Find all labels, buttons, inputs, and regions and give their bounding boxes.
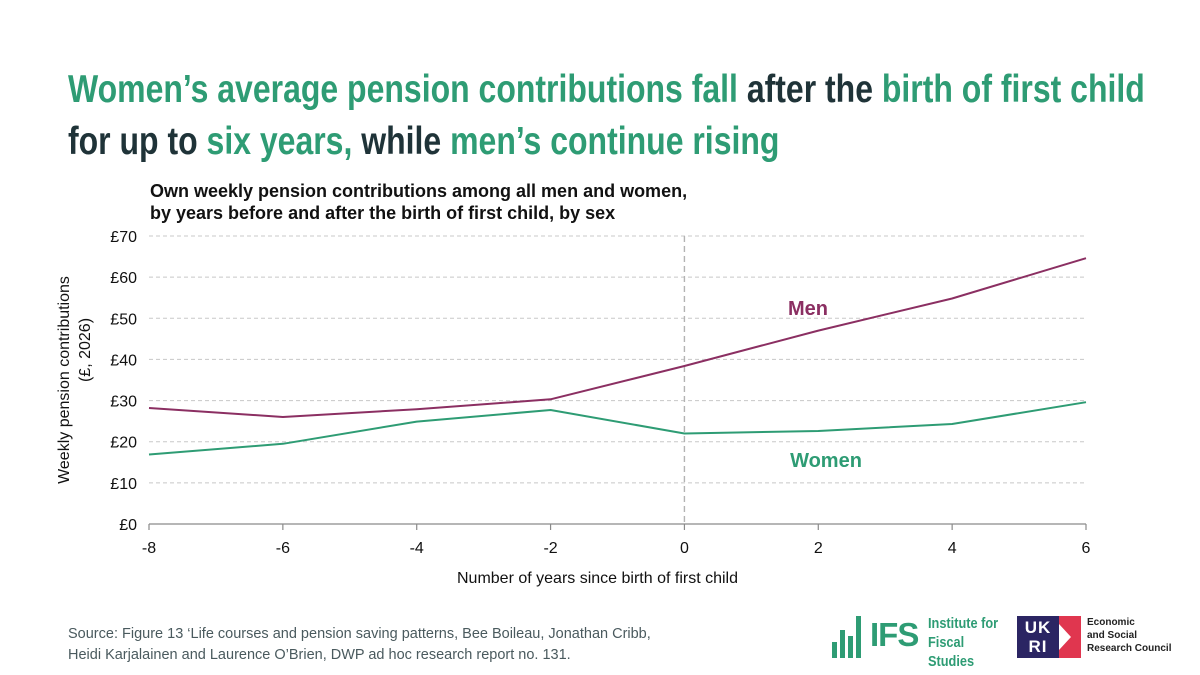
headline-segment: birth of first child (881, 68, 1145, 111)
headline: Women’s average pension contributions fa… (68, 64, 1145, 168)
headline-segment: for up to (68, 120, 207, 163)
subtitle-line-2: by years before and after the birth of f… (150, 203, 616, 223)
x-tick-label: -6 (276, 540, 290, 557)
x-tick-label: 2 (814, 540, 823, 557)
series-label-men: Men (788, 298, 828, 320)
y-tick-label: £0 (119, 517, 137, 534)
series-line-men (148, 257, 1087, 418)
series-label-women: Women (790, 450, 862, 472)
y-axis-label-line-2: (£, 2026) (77, 318, 94, 382)
ifs-name-line-2: Fiscal Studies (928, 634, 975, 670)
ukri-chevron-icon (1059, 616, 1081, 658)
chart-subtitle: Own weekly pension contributions among a… (150, 180, 687, 224)
x-tick-label: 6 (1082, 540, 1091, 557)
x-axis-label: Number of years since birth of first chi… (457, 570, 738, 587)
x-tick-label: 4 (948, 540, 957, 557)
ifs-bars-icon (832, 606, 870, 658)
x-tick-label: -8 (142, 540, 156, 557)
subtitle-line-1: Own weekly pension contributions among a… (150, 181, 688, 201)
source-line-1: Source: Figure 13 ‘Life courses and pens… (68, 626, 651, 642)
ifs-name: Institute for Fiscal Studies (928, 614, 1005, 671)
y-tick-label: £30 (110, 394, 137, 411)
headline-segment: men’s continue rising (450, 120, 780, 163)
headline-segment: six years, (206, 120, 362, 163)
ifs-letters: IFS (870, 616, 919, 653)
headline-line-2: for up to six years, while men’s continu… (68, 116, 970, 168)
y-tick-label: £70 (110, 229, 137, 246)
y-tick-label: £20 (110, 435, 137, 452)
series-line-women (148, 401, 1087, 456)
ukri-box-line-1: UK (1024, 618, 1052, 637)
y-axis-label-line-1: Weekly pension contributions (56, 276, 73, 484)
y-tick-label: £10 (110, 476, 137, 493)
x-tick-label: 0 (680, 540, 689, 557)
y-tick-label: £40 (110, 352, 137, 369)
x-tick-label: -2 (543, 540, 557, 557)
esrc-name: Economic and Social Research Council (1087, 616, 1187, 655)
headline-segment: while (361, 120, 451, 163)
ukri-esrc-logo: UK RI Economic and Social Research Counc… (1017, 616, 1187, 660)
ukri-box-line-2: RI (1028, 637, 1048, 656)
headline-line-1: Women’s average pension contributions fa… (68, 64, 1145, 116)
y-tick-label: £50 (110, 311, 137, 328)
esrc-line-2: and Social (1087, 630, 1138, 641)
headline-segment: after the (746, 68, 882, 111)
ifs-logo: IFS Institute for Fiscal Studies (832, 606, 1000, 670)
y-tick-label: £60 (110, 270, 137, 287)
ifs-name-line-1: Institute for (928, 615, 999, 632)
headline-segment: Women’s average pension contributions fa… (68, 68, 747, 111)
source-line-2: Heidi Karjalainen and Laurence O’Brien, … (68, 647, 571, 663)
source-note: Source: Figure 13 ‘Life courses and pens… (68, 624, 651, 666)
ukri-box-icon: UK RI (1017, 616, 1059, 658)
esrc-line-1: Economic (1087, 617, 1135, 628)
esrc-line-3: Research Council (1087, 643, 1172, 654)
x-tick-label: -4 (410, 540, 424, 557)
